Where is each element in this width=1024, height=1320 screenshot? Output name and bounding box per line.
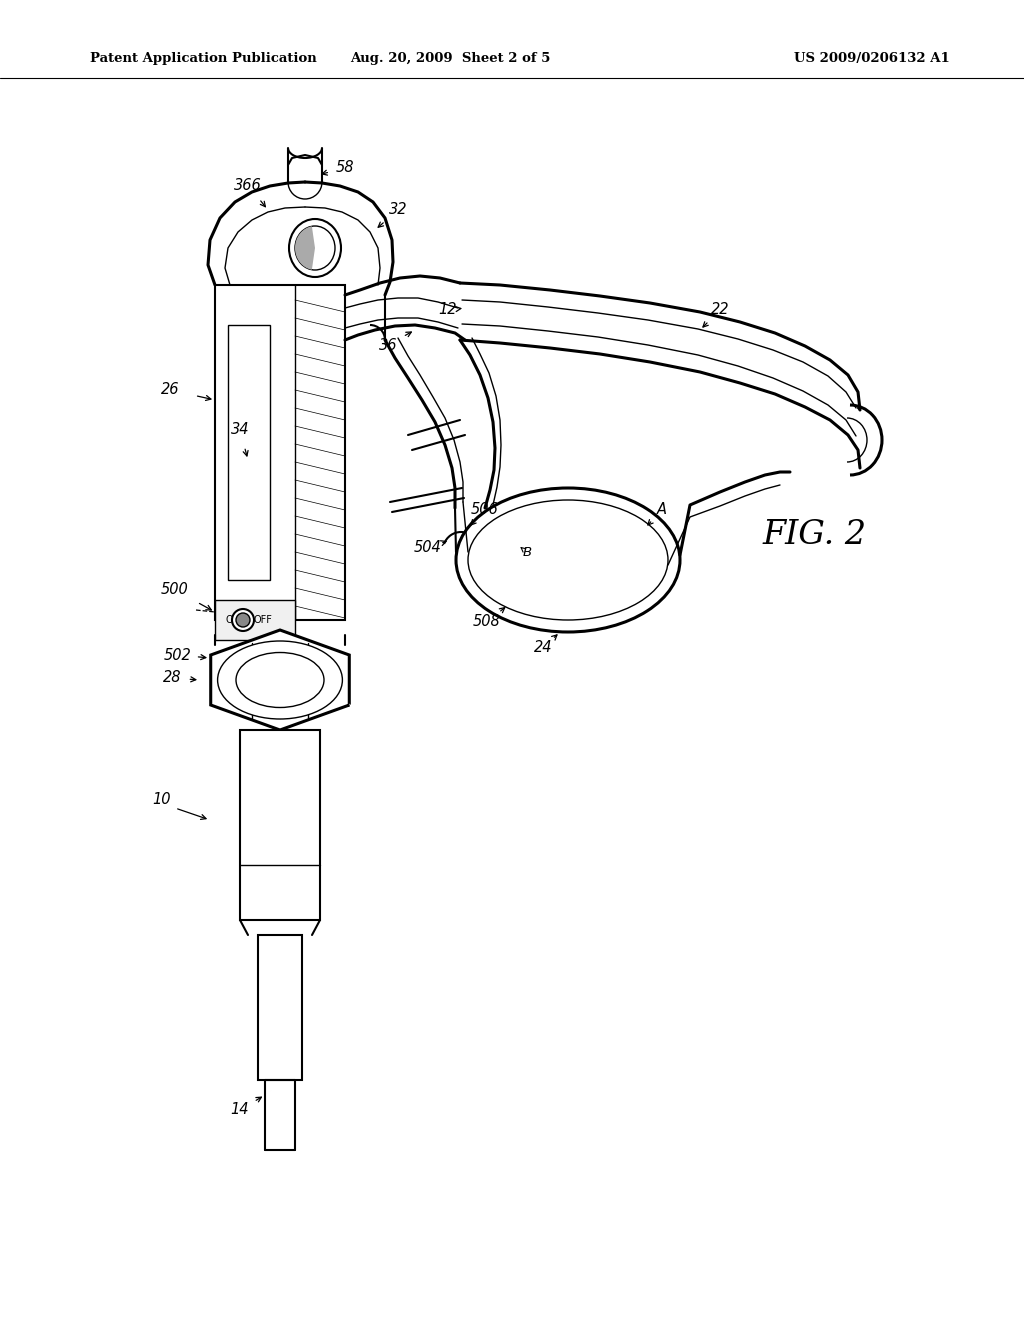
Text: 14: 14 xyxy=(230,1102,249,1118)
Text: Aug. 20, 2009  Sheet 2 of 5: Aug. 20, 2009 Sheet 2 of 5 xyxy=(350,51,550,65)
Text: 22: 22 xyxy=(711,302,729,318)
Polygon shape xyxy=(258,935,302,1080)
Ellipse shape xyxy=(468,500,668,620)
Polygon shape xyxy=(240,730,319,920)
Text: 24: 24 xyxy=(534,640,552,656)
Text: FIG. 2: FIG. 2 xyxy=(763,519,867,550)
Text: 58: 58 xyxy=(336,161,354,176)
Text: 10: 10 xyxy=(153,792,171,808)
Text: ON: ON xyxy=(225,615,240,624)
Text: 26: 26 xyxy=(161,383,179,397)
Polygon shape xyxy=(295,226,315,269)
Text: 504: 504 xyxy=(414,540,442,556)
Text: Patent Application Publication: Patent Application Publication xyxy=(90,51,316,65)
Text: 506: 506 xyxy=(471,503,499,517)
Text: 502: 502 xyxy=(164,648,191,663)
Polygon shape xyxy=(211,630,349,730)
Text: 508: 508 xyxy=(473,615,501,630)
Text: 34: 34 xyxy=(230,422,249,437)
Text: US 2009/0206132 A1: US 2009/0206132 A1 xyxy=(795,51,950,65)
Polygon shape xyxy=(228,325,270,579)
Polygon shape xyxy=(215,601,295,640)
Ellipse shape xyxy=(456,488,680,632)
Text: 36: 36 xyxy=(379,338,397,352)
Text: 12: 12 xyxy=(438,302,458,318)
Text: A: A xyxy=(657,503,667,517)
Text: OFF: OFF xyxy=(253,615,272,624)
Ellipse shape xyxy=(232,609,254,631)
Text: 500: 500 xyxy=(161,582,188,598)
Text: 32: 32 xyxy=(389,202,408,218)
Ellipse shape xyxy=(217,642,342,719)
Polygon shape xyxy=(215,285,345,620)
Ellipse shape xyxy=(236,612,250,627)
Text: 28: 28 xyxy=(163,671,181,685)
Text: 366: 366 xyxy=(234,177,262,193)
Ellipse shape xyxy=(236,652,324,708)
Ellipse shape xyxy=(289,219,341,277)
Ellipse shape xyxy=(295,226,335,271)
Text: B: B xyxy=(522,545,531,558)
